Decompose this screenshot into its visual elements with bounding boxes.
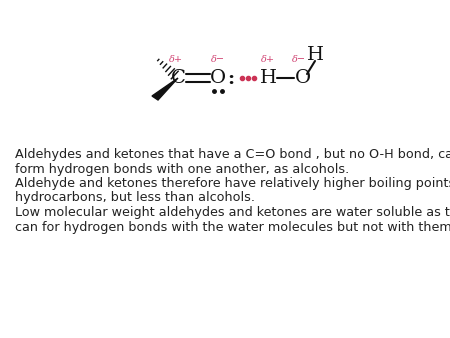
Text: H: H [306,46,324,64]
Text: C: C [171,69,185,87]
Text: δ−: δ− [211,55,225,65]
Text: O: O [210,69,226,87]
Text: O: O [295,69,311,87]
Text: δ−: δ− [292,55,306,65]
Text: δ+: δ+ [261,55,275,65]
Text: hydrocarbons, but less than alcohols.: hydrocarbons, but less than alcohols. [15,192,255,204]
Text: can for hydrogen bonds with the water molecules but not with themselves.: can for hydrogen bonds with the water mo… [15,220,450,234]
Text: Low molecular weight aldehydes and ketones are water soluble as they: Low molecular weight aldehydes and keton… [15,206,450,219]
Text: Aldehyde and ketones therefore have relatively higher boiling points than: Aldehyde and ketones therefore have rela… [15,177,450,190]
Text: form hydrogen bonds with one another, as alcohols.: form hydrogen bonds with one another, as… [15,163,349,175]
Polygon shape [152,78,178,100]
Text: H: H [260,69,276,87]
Text: :: : [227,70,234,88]
Text: δ+: δ+ [169,55,183,65]
Text: Aldehydes and ketones that have a C=O bond , but no O-H bond, cannot: Aldehydes and ketones that have a C=O bo… [15,148,450,161]
